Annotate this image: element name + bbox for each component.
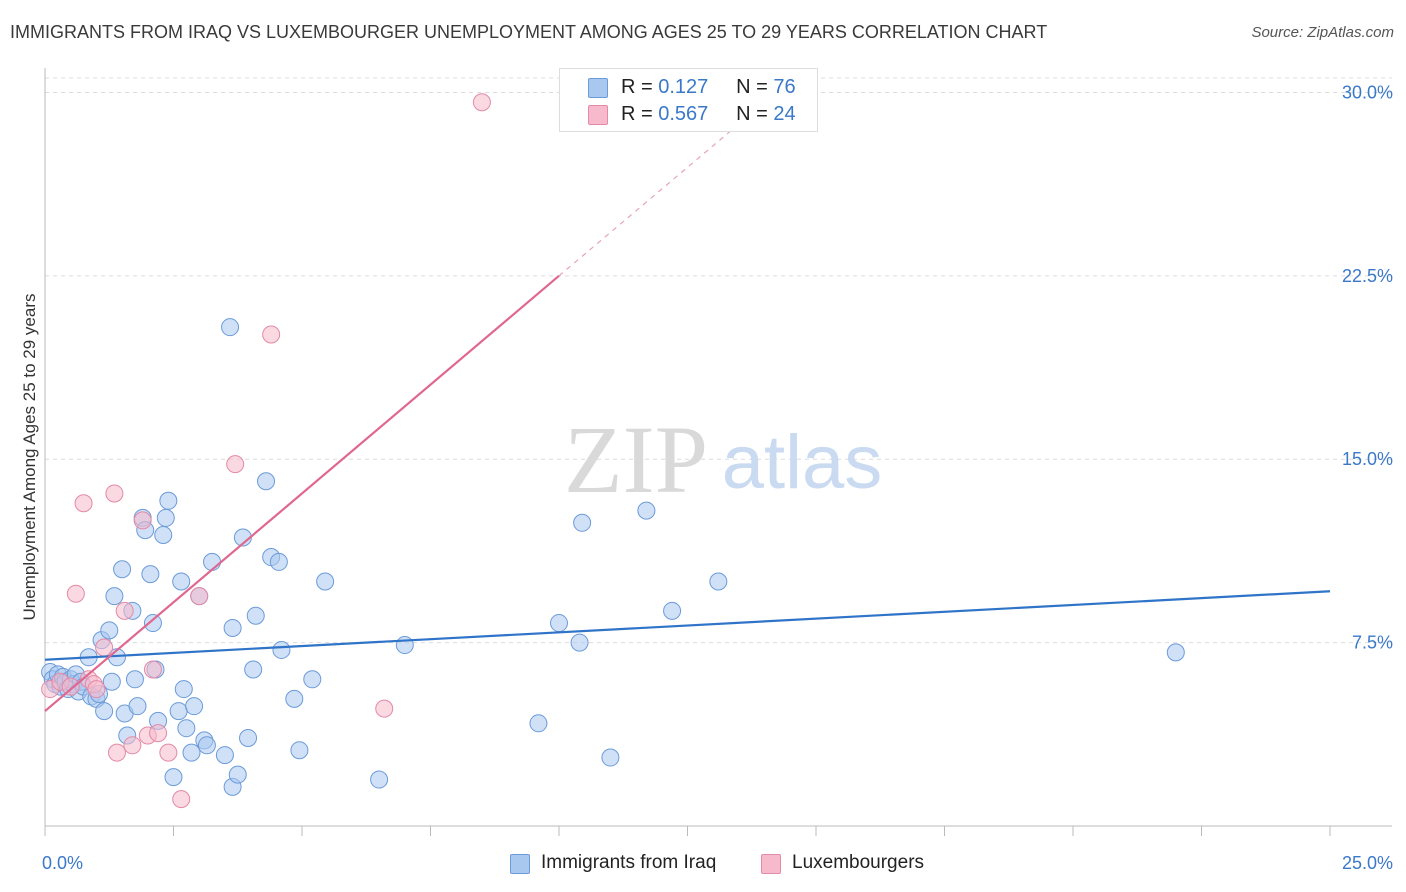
trend-line-iraq: [44, 590, 1331, 661]
point-luxembourgers: [149, 724, 168, 743]
point-iraq: [550, 614, 568, 633]
point-iraq: [223, 618, 242, 637]
point-iraq: [159, 491, 178, 510]
point-luxembourgers: [123, 736, 142, 755]
point-luxembourgers: [262, 325, 281, 344]
point-iraq: [174, 680, 193, 699]
legend-swatch-iraq: [588, 78, 608, 98]
point-iraq: [221, 318, 240, 337]
point-iraq: [172, 572, 191, 591]
point-iraq: [128, 697, 147, 716]
legend-r-value: 0.127: [658, 76, 709, 98]
point-iraq: [169, 702, 188, 721]
point-iraq: [197, 736, 216, 755]
point-iraq: [1166, 643, 1185, 662]
bottom-legend-label-iraq: Immigrants from Iraq: [541, 852, 717, 873]
point-luxembourgers: [375, 699, 394, 718]
point-luxembourgers: [61, 677, 80, 696]
point-luxembourgers: [190, 587, 209, 606]
point-iraq: [316, 572, 335, 591]
point-luxembourgers: [74, 494, 93, 513]
y-tick-label: 15.0%: [1342, 449, 1393, 469]
point-luxembourgers: [107, 743, 126, 762]
point-iraq: [269, 552, 288, 571]
point-luxembourgers: [66, 584, 85, 603]
point-luxembourgers: [115, 601, 134, 620]
point-luxembourgers: [95, 638, 114, 657]
point-iraq: [529, 714, 548, 733]
point-iraq: [105, 587, 124, 606]
point-iraq: [637, 501, 656, 520]
point-iraq: [228, 765, 247, 784]
point-iraq: [573, 513, 592, 532]
point-iraq: [601, 748, 620, 767]
legend-r-value: 0.567: [658, 103, 709, 125]
legend-swatch-luxembourgers: [588, 105, 608, 125]
point-iraq: [395, 636, 414, 655]
point-iraq: [215, 746, 234, 765]
legend-n-label: N =: [736, 76, 768, 98]
point-iraq: [303, 670, 322, 689]
point-iraq: [95, 702, 114, 721]
source-label: Source: ZipAtlas.com: [1251, 24, 1394, 41]
point-iraq: [272, 640, 291, 659]
point-iraq: [100, 621, 119, 640]
point-iraq: [102, 672, 121, 691]
watermark-atlas: atlas: [722, 420, 883, 505]
x-tick-label: 25.0%: [1342, 853, 1393, 873]
x-tick-label: 0.0%: [42, 853, 83, 873]
point-iraq: [246, 606, 265, 625]
point-iraq: [257, 472, 276, 491]
point-iraq: [164, 768, 183, 787]
point-iraq: [709, 572, 728, 591]
watermark: ZIP atlas: [564, 406, 882, 513]
point-luxembourgers: [159, 743, 178, 762]
point-iraq: [185, 697, 204, 716]
point-luxembourgers: [87, 680, 106, 699]
point-iraq: [370, 770, 389, 789]
trend-line-luxembourgers: [44, 274, 560, 712]
data-points: [41, 93, 1185, 809]
point-iraq: [182, 743, 201, 762]
y-tick-label: 22.5%: [1342, 266, 1393, 286]
correlation-legend: R = 0.127 N = 76 R = 0.567 N = 24: [559, 68, 818, 132]
point-luxembourgers: [472, 93, 491, 112]
point-iraq: [244, 660, 263, 679]
point-iraq: [156, 508, 175, 527]
point-luxembourgers: [226, 455, 245, 474]
point-iraq: [154, 526, 173, 545]
y-tick-label: 7.5%: [1352, 633, 1393, 653]
point-luxembourgers: [133, 511, 152, 530]
y-tick-label: 30.0%: [1342, 82, 1393, 102]
point-iraq: [177, 719, 196, 738]
point-iraq: [141, 565, 160, 584]
gridlines: [45, 77, 1392, 644]
bottom-legend-swatch-iraq: [510, 854, 530, 874]
point-iraq: [113, 560, 132, 579]
point-iraq: [143, 614, 162, 633]
watermark-zip: ZIP: [564, 406, 708, 513]
point-luxembourgers: [143, 660, 162, 679]
point-iraq: [125, 670, 144, 689]
point-luxembourgers: [105, 484, 124, 503]
legend-n-value: 76: [773, 76, 796, 98]
chart-title: IMMIGRANTS FROM IRAQ VS LUXEMBOURGER UNE…: [10, 22, 1048, 42]
point-iraq: [663, 601, 682, 620]
legend-r-label: R =: [621, 76, 653, 98]
axes: [44, 68, 1392, 836]
y-axis-label: Unemployment Among Ages 25 to 29 years: [20, 294, 39, 621]
point-iraq: [203, 552, 222, 571]
bottom-legend-swatch-luxembourgers: [761, 854, 781, 874]
point-luxembourgers: [172, 790, 191, 809]
legend-n-value: 24: [773, 103, 796, 125]
point-iraq: [570, 633, 589, 652]
legend-n-label: N =: [736, 103, 768, 125]
tick-labels: 7.5% 15.0% 22.5% 30.0% 0.0% 25.0%: [42, 82, 1393, 873]
point-iraq: [239, 728, 258, 747]
bottom-legend-label-luxembourgers: Luxembourgers: [792, 852, 925, 873]
point-iraq: [290, 741, 309, 760]
legend-r-label: R =: [621, 103, 653, 125]
point-iraq: [285, 689, 304, 708]
